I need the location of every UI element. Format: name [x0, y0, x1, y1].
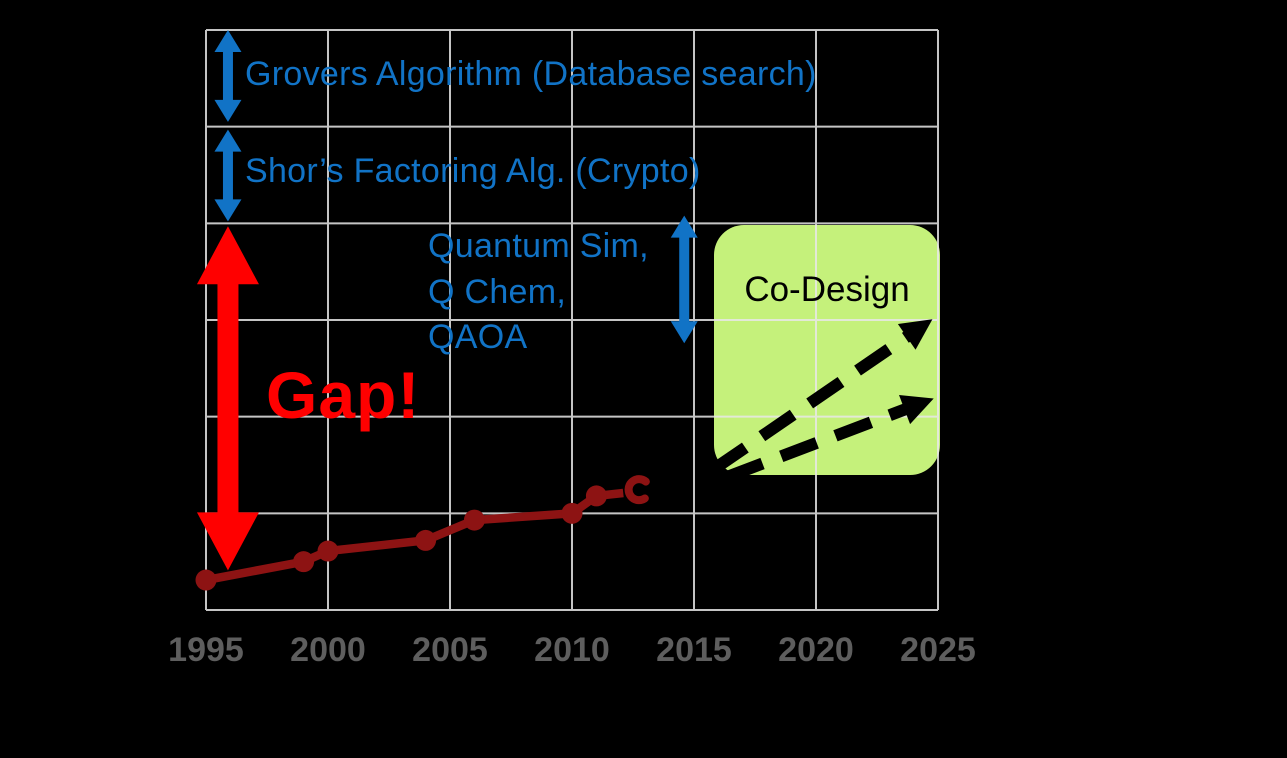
quantum-sim-label-line1: Quantum Sim, — [428, 227, 649, 265]
x-tick-label: 2020 — [778, 631, 854, 669]
x-axis-tick-labels: 1995 2000 2005 2010 2015 2020 2025 — [168, 631, 976, 669]
shors-annotation-label: Shor’s Factoring Alg. (Crypto) — [245, 152, 701, 190]
quantum-sim-span-arrow — [670, 215, 698, 344]
x-tick-label: 1995 — [168, 631, 244, 669]
co-design-dashed-arrows — [710, 319, 934, 483]
quantum-sim-label-line2: Q Chem, — [428, 273, 566, 311]
physical-qubit-series — [195, 475, 650, 591]
grovers-span-arrow — [214, 30, 242, 122]
co-design-arrow-upper — [710, 319, 933, 474]
series-end-open-circle-marker — [624, 475, 650, 505]
series-data-point — [585, 485, 607, 507]
series-data-point — [195, 569, 217, 591]
annotation-arrows — [196, 30, 698, 571]
gap-label: Gap! — [266, 358, 420, 432]
co-design-box — [714, 225, 940, 475]
co-design-arrow-lower — [724, 394, 934, 483]
co-design-label: Co-Design — [744, 270, 909, 309]
x-tick-label: 2000 — [290, 631, 366, 669]
gap-span-arrow — [196, 226, 259, 571]
series-data-point — [561, 502, 583, 524]
x-tick-label: 2015 — [656, 631, 732, 669]
x-tick-label: 2005 — [412, 631, 488, 669]
x-tick-label: 2010 — [534, 631, 610, 669]
series-data-point — [293, 551, 315, 573]
grovers-annotation-label: Grovers Algorithm (Database search) — [245, 55, 817, 93]
shors-span-arrow — [214, 129, 242, 222]
quantum-sim-label-line3: QAOA — [428, 318, 527, 356]
series-data-point — [415, 529, 437, 551]
series-data-point — [317, 540, 339, 562]
x-tick-label: 2025 — [900, 631, 976, 669]
series-data-point — [463, 509, 485, 531]
